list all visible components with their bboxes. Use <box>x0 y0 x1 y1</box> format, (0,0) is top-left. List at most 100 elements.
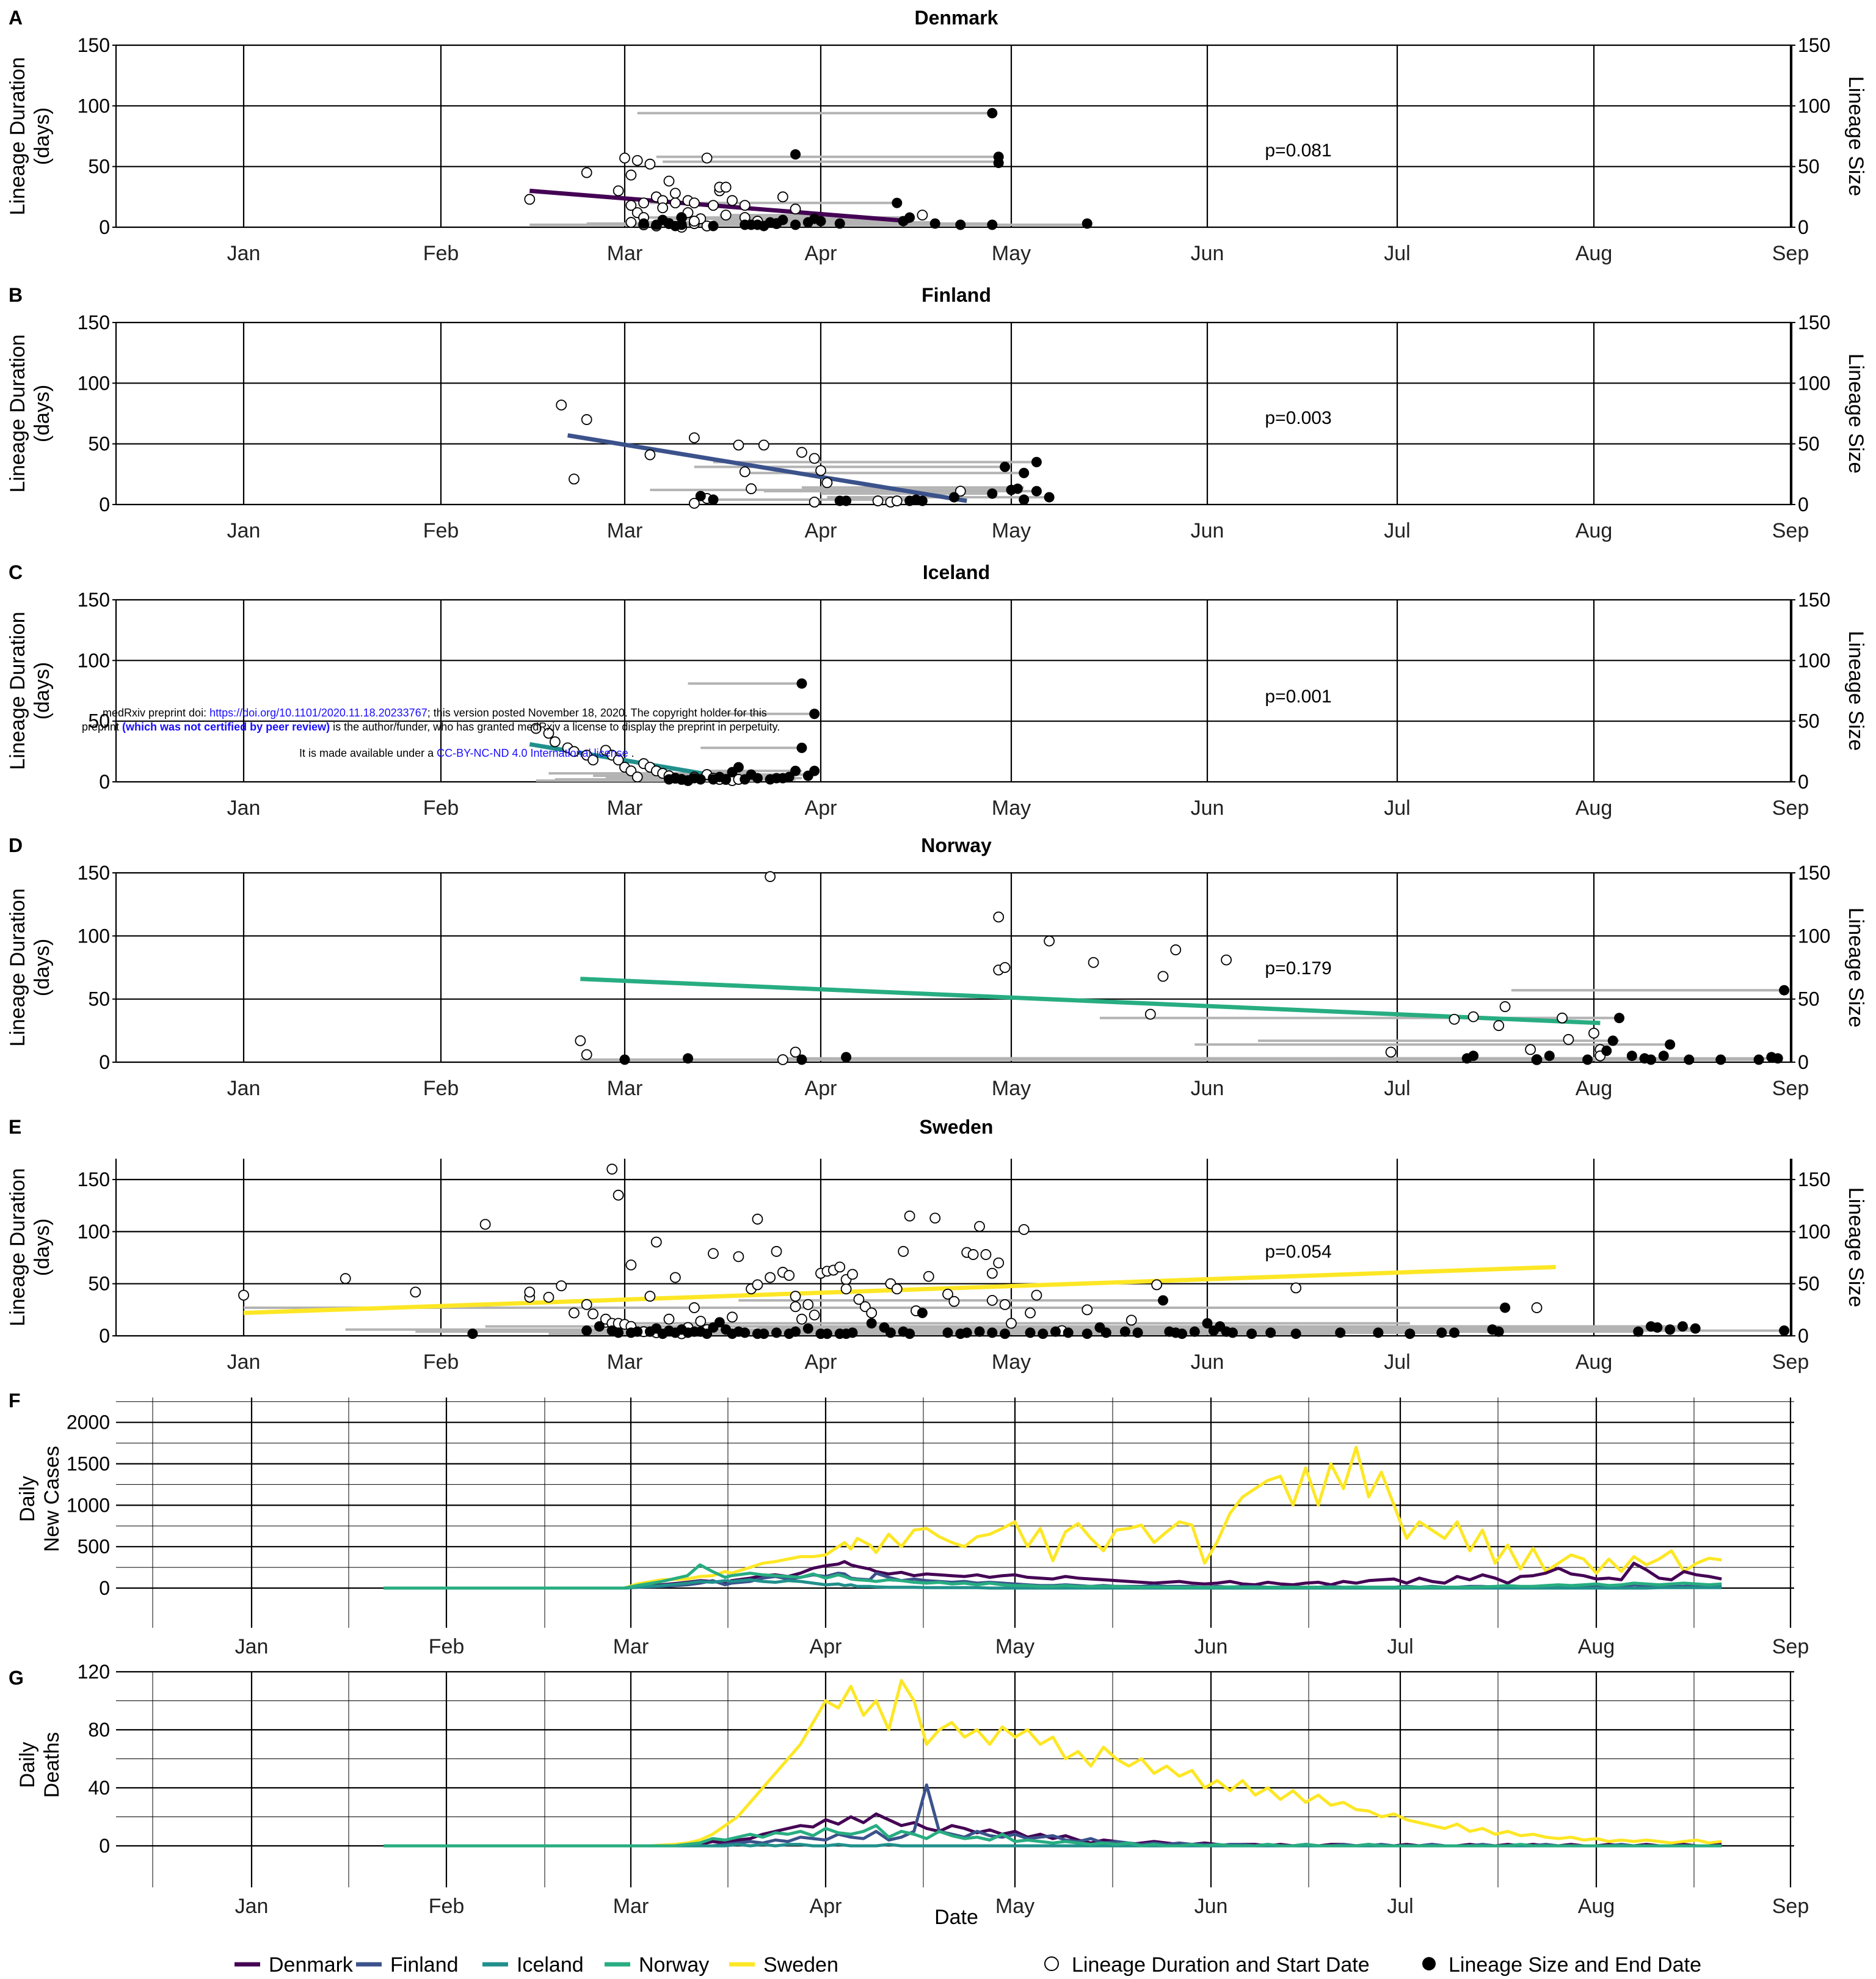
filled-point <box>796 678 807 689</box>
filled-point <box>683 1053 694 1064</box>
x-tick-label: Mar <box>607 1350 643 1374</box>
y-axis-title-line: Lineage Duration <box>6 889 29 1047</box>
watermark-line: It is made available under a CC-BY-NC-ND… <box>299 747 634 759</box>
open-point <box>569 1307 580 1319</box>
filled-point <box>708 220 719 231</box>
x-tick-label: Sep <box>1772 242 1809 265</box>
filled-point <box>1493 1326 1504 1337</box>
filled-point <box>1779 985 1790 996</box>
x-tick-label: Sep <box>1772 519 1809 542</box>
open-point <box>1290 1282 1302 1294</box>
filled-point <box>834 218 845 229</box>
open-point <box>587 1308 599 1320</box>
filled-point <box>613 1327 624 1338</box>
y-tick-label-right: 50 <box>1798 710 1820 732</box>
filled-point <box>1031 486 1042 497</box>
open-point <box>783 1270 795 1281</box>
filled-point <box>1038 1328 1049 1339</box>
open-point <box>815 465 826 476</box>
panel-letter: E <box>9 1116 21 1138</box>
y-axis-title-left: Lineage Duration(days) <box>6 612 54 770</box>
filled-point <box>1633 1326 1644 1337</box>
filled-point <box>1100 1327 1111 1338</box>
x-tick-label: Sep <box>1772 1350 1809 1374</box>
legend-label: Finland <box>390 1953 459 1977</box>
open-point <box>853 1294 865 1305</box>
x-tick-label: May <box>992 1350 1031 1374</box>
open-point <box>669 188 681 199</box>
open-point <box>1018 1224 1030 1235</box>
series-line-norway <box>384 1824 1722 1848</box>
y-axis-title-right: Lineage Size <box>1844 1187 1867 1308</box>
open-point <box>644 1291 656 1302</box>
x-tick-label: May <box>992 1077 1031 1100</box>
x-tick-label: Jun <box>1194 1895 1228 1918</box>
y-tick-label: 0 <box>99 1577 110 1599</box>
panel-G: G 0 40 80 120 Jan Feb Mar Apr May Jun Jul Aug Sep Dail… <box>9 1661 1809 1918</box>
filled-point <box>1050 1326 1061 1337</box>
open-point <box>752 1214 763 1225</box>
series-line-denmark <box>384 1812 1722 1848</box>
filled-point <box>702 1328 713 1339</box>
open-point <box>619 152 630 164</box>
x-tick-label: Apr <box>810 1895 842 1918</box>
x-tick-label: May <box>992 519 1031 542</box>
open-point <box>613 1189 624 1201</box>
open-point <box>669 1272 681 1283</box>
open-point <box>625 217 637 228</box>
filled-point <box>1019 494 1030 505</box>
open-point <box>1151 1279 1163 1291</box>
y-tick-label: 0 <box>99 1835 110 1857</box>
open-point <box>777 1054 788 1065</box>
x-tick-label: Aug <box>1576 519 1613 542</box>
y-axis-title-line: (days) <box>31 662 54 720</box>
y-tick-label-left: 100 <box>78 649 110 671</box>
x-tick-label: Feb <box>423 1350 459 1374</box>
series-line-denmark <box>384 1560 1722 1590</box>
open-point <box>771 1245 782 1257</box>
filled-point <box>1000 1328 1011 1339</box>
open-point <box>840 1283 852 1295</box>
x-tick-label: Sep <box>1772 1077 1809 1100</box>
filled-point <box>1177 1328 1188 1339</box>
filled-point <box>594 1321 605 1332</box>
panel-title: Sweden <box>920 1116 994 1138</box>
open-point <box>1082 1304 1093 1316</box>
legend: Denmark Finland Iceland Norway Sweden Lineage… <box>234 1953 1701 1977</box>
legend-filled-point <box>1422 1957 1436 1970</box>
x-tick-label: Jun <box>1191 796 1224 820</box>
open-point <box>479 1219 491 1230</box>
open-point <box>581 1299 592 1310</box>
y-tick-label-left: 0 <box>99 771 110 793</box>
panel-title: Iceland <box>923 561 990 583</box>
open-point <box>777 191 788 203</box>
series-line-sweden <box>384 1445 1722 1590</box>
filled-point <box>917 495 928 506</box>
filled-point <box>638 218 649 229</box>
y-tick-label-left: 100 <box>78 1220 110 1242</box>
open-point <box>1499 1001 1511 1012</box>
open-point <box>999 1299 1011 1310</box>
open-point <box>727 1311 738 1323</box>
open-point <box>727 195 738 206</box>
filled-point <box>1000 461 1011 472</box>
open-point <box>1385 1046 1397 1058</box>
open-point <box>733 439 744 451</box>
filled-point <box>796 1054 807 1065</box>
panel-title: Denmark <box>915 7 998 29</box>
open-point <box>739 200 751 211</box>
open-point <box>689 432 700 443</box>
filled-point <box>1582 1054 1593 1065</box>
p-value-label: p=0.001 <box>1265 687 1331 707</box>
x-tick-label: Mar <box>613 1895 649 1918</box>
filled-point <box>1373 1327 1384 1338</box>
x-axis-title: Date <box>934 1906 978 1929</box>
y-tick-label-left: 50 <box>88 988 110 1010</box>
open-point <box>809 453 820 464</box>
y-axis-title-right: Lineage Size <box>1844 908 1867 1028</box>
filled-point <box>904 212 915 223</box>
y-tick-label-right: 150 <box>1798 34 1830 56</box>
open-point <box>708 200 719 211</box>
filled-point <box>866 1318 877 1329</box>
watermark-text: ; this version posted November 18, 2020.… <box>427 707 767 719</box>
